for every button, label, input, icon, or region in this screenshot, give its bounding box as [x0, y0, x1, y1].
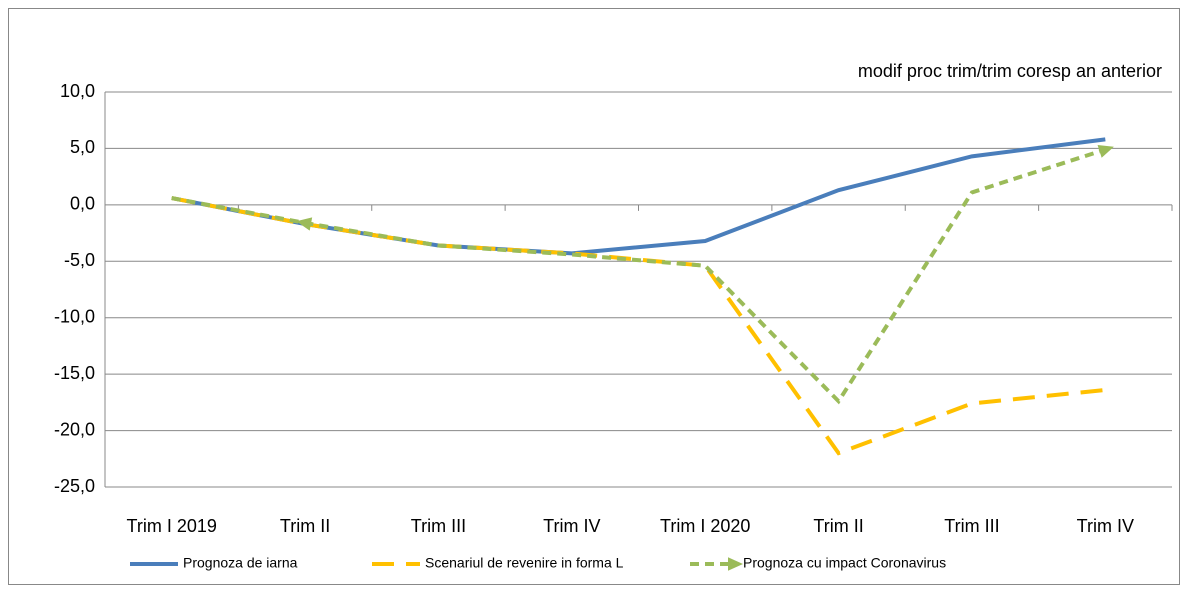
series-line	[171, 147, 1106, 405]
y-tick-label: -10,0	[54, 306, 95, 326]
y-tick-label: 10,0	[60, 81, 95, 101]
y-tick-label: -25,0	[54, 476, 95, 496]
y-tick-label: -5,0	[64, 250, 95, 270]
y-tick-label: 5,0	[70, 137, 95, 157]
annotation: modif proc trim/trim coresp an anterior	[858, 61, 1162, 81]
legend-label: Prognoza cu impact Coronavirus	[743, 555, 946, 571]
x-tick-label: Trim IV	[543, 516, 600, 536]
x-tick-label: Trim II	[280, 516, 330, 536]
x-tick-label: Trim III	[944, 516, 999, 536]
legend-label: Prognoza de iarna	[183, 555, 298, 571]
x-tick-label: Trim I 2020	[660, 516, 750, 536]
legend-label: Scenariul de revenire in forma L	[425, 555, 624, 571]
arrow-head	[1097, 145, 1114, 158]
x-tick-label: Trim IV	[1077, 516, 1134, 536]
y-tick-label: 0,0	[70, 194, 95, 214]
series-line	[171, 196, 1106, 456]
chart-border	[8, 8, 1180, 585]
x-tick-label: Trim III	[411, 516, 466, 536]
arrow-head	[296, 217, 313, 231]
x-tick-label: Trim I 2019	[127, 516, 217, 536]
y-tick-label: -20,0	[54, 419, 95, 439]
x-tick-label: Trim II	[813, 516, 863, 536]
legend-arrow	[728, 557, 743, 571]
y-tick-label: -15,0	[54, 363, 95, 383]
